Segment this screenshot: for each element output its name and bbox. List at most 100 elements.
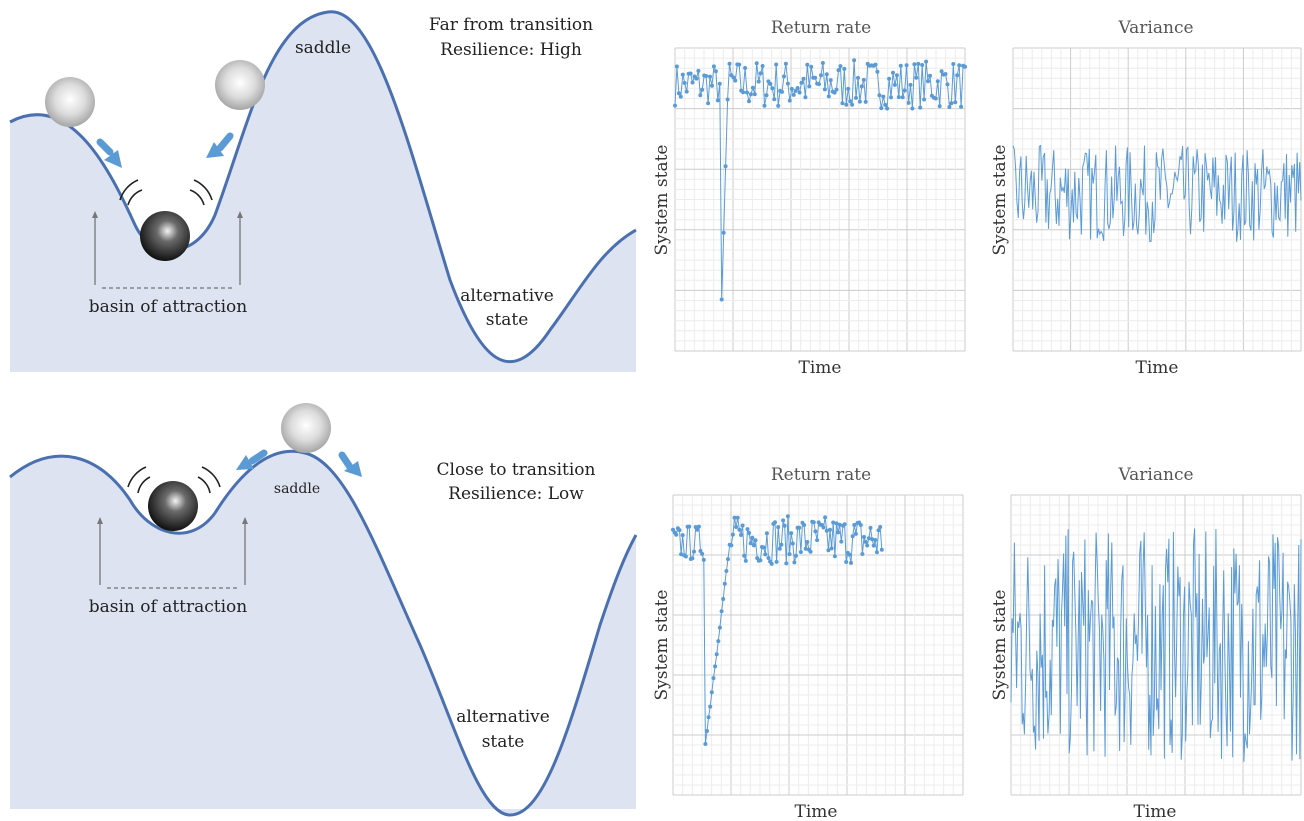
data-point (894, 73, 899, 78)
series-line (673, 58, 967, 302)
chart-variance-low: Variance Time System state (990, 465, 1302, 821)
data-point (826, 94, 831, 99)
data-point (756, 79, 761, 84)
data-point (679, 552, 684, 557)
data-point (863, 99, 868, 104)
data-point (805, 540, 810, 544)
data-point (832, 554, 837, 559)
data-point (695, 527, 700, 532)
basin-label: basin of attraction (89, 597, 248, 617)
series-line (1012, 144, 1302, 243)
series-line (671, 514, 884, 746)
data-point (751, 543, 756, 548)
data-point (959, 104, 964, 109)
data-point (874, 550, 879, 555)
data-point (887, 76, 892, 81)
data-point (680, 533, 685, 538)
data-point (730, 532, 735, 537)
data-point (674, 532, 679, 537)
chart-title: Variance (1117, 18, 1193, 38)
ball-light-saddle (281, 403, 331, 453)
data-point (688, 71, 693, 76)
data-point (682, 81, 687, 85)
data-point (802, 523, 807, 527)
data-point (850, 534, 855, 539)
data-point (776, 525, 781, 530)
data-point (764, 531, 769, 536)
data-point (773, 520, 777, 525)
data-point (760, 64, 765, 68)
data-point (739, 533, 743, 537)
data-point (737, 62, 742, 67)
arrow-left-icon (236, 449, 268, 470)
data-point (801, 76, 806, 81)
data-point (826, 548, 831, 553)
data-point (706, 715, 711, 720)
data-point (797, 525, 802, 530)
data-point (837, 522, 842, 527)
data-point (817, 82, 821, 87)
x-axis-label: Time (799, 358, 842, 378)
condition-line2: Resilience: Low (448, 484, 584, 504)
data-point (844, 560, 849, 564)
data-point (949, 101, 954, 106)
data-point (797, 90, 802, 95)
data-point (860, 552, 865, 556)
data-point (912, 62, 917, 67)
chart-title: Variance (1117, 465, 1193, 485)
ball-dark (148, 481, 198, 531)
data-point (793, 88, 798, 93)
data-point (690, 80, 695, 85)
series-path (1010, 528, 1302, 762)
data-point (723, 164, 728, 169)
chart-variance-high: Variance Time System state (990, 18, 1302, 378)
data-point (842, 522, 847, 527)
condition-line1: Close to transition (437, 460, 596, 480)
y-axis-label: System state (990, 145, 1010, 256)
alt-state-line2: state (482, 732, 525, 752)
data-point (747, 531, 752, 535)
data-point (714, 652, 719, 657)
data-point (836, 530, 841, 535)
data-point (779, 542, 784, 547)
data-point (891, 70, 895, 75)
data-point (725, 97, 730, 102)
data-point (858, 523, 863, 527)
data-point (963, 64, 967, 69)
data-point (836, 68, 841, 73)
condition-line1: Far from transition (429, 15, 593, 35)
grid (674, 47, 966, 352)
data-point (798, 550, 803, 554)
data-point (745, 90, 749, 95)
data-point (768, 81, 773, 86)
data-point (706, 101, 711, 106)
data-point (953, 100, 958, 105)
data-point (719, 609, 724, 614)
data-point (700, 87, 705, 92)
data-point (754, 61, 759, 66)
data-point (920, 63, 925, 67)
data-point (842, 66, 847, 71)
data-point (727, 61, 732, 66)
data-point (850, 102, 855, 107)
series-path (672, 516, 883, 745)
data-point (729, 543, 734, 548)
data-point (769, 561, 774, 566)
data-point (792, 560, 797, 565)
data-point (939, 69, 944, 74)
data-point (698, 93, 703, 98)
data-point (856, 75, 860, 80)
data-point (795, 86, 800, 90)
data-point (713, 664, 718, 669)
chart-return-rate-high: Return rate Time System state (652, 18, 967, 378)
data-point (780, 89, 784, 94)
data-point (918, 105, 923, 110)
y-axis-label: System state (652, 590, 672, 701)
data-point (861, 77, 866, 82)
data-point (763, 552, 768, 557)
data-point (829, 546, 834, 551)
data-point (839, 539, 844, 544)
data-point (859, 84, 864, 89)
data-point (922, 97, 927, 102)
data-point (673, 103, 677, 108)
